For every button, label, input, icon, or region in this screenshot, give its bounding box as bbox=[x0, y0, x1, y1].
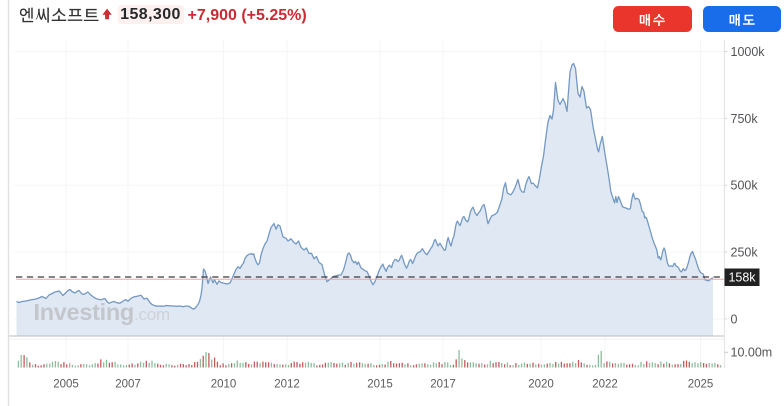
svg-text:250k: 250k bbox=[731, 246, 759, 260]
svg-text:158k: 158k bbox=[728, 271, 756, 285]
svg-text:1000k: 1000k bbox=[731, 45, 766, 59]
svg-text:10.00m: 10.00m bbox=[731, 346, 773, 360]
svg-text:2022: 2022 bbox=[592, 379, 618, 391]
svg-text:2017: 2017 bbox=[430, 379, 456, 391]
svg-text:2005: 2005 bbox=[53, 379, 79, 391]
svg-text:500k: 500k bbox=[731, 179, 759, 193]
svg-text:750k: 750k bbox=[731, 112, 759, 126]
svg-text:0: 0 bbox=[731, 312, 738, 326]
svg-text:2010: 2010 bbox=[211, 379, 237, 391]
svg-text:2025: 2025 bbox=[688, 379, 714, 391]
svg-text:2015: 2015 bbox=[367, 379, 393, 391]
svg-text:2007: 2007 bbox=[115, 379, 141, 391]
svg-text:2020: 2020 bbox=[528, 379, 554, 391]
svg-text:2012: 2012 bbox=[274, 379, 300, 391]
